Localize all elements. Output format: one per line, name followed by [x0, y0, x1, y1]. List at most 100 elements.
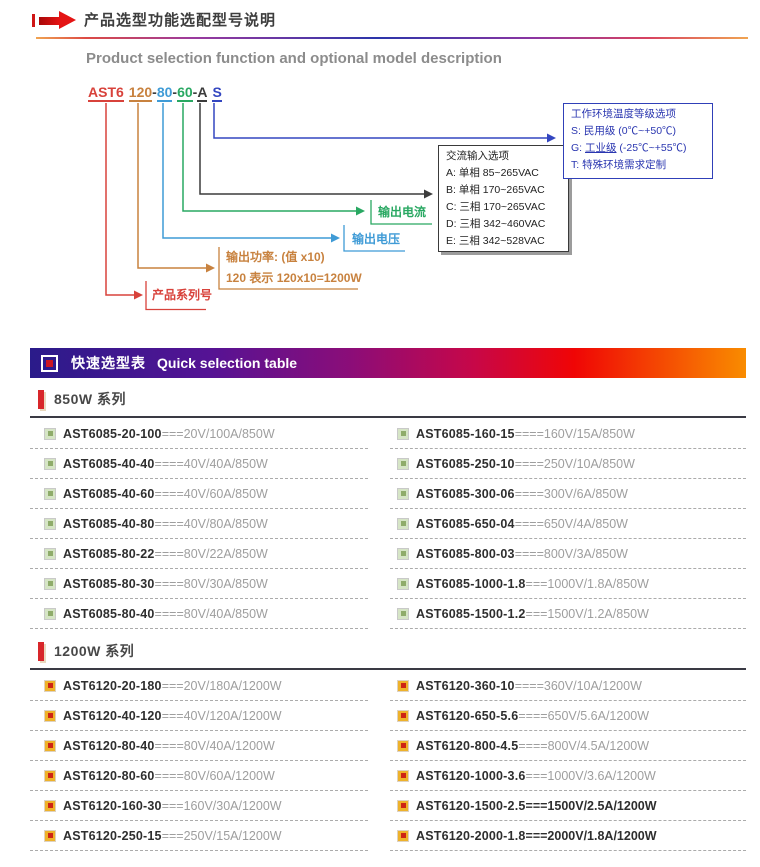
model-row: AST6085-80-40 ====80V/40A/850W [30, 599, 368, 629]
quick-selection-banner: 快速选型表 Quick selection table [30, 348, 746, 378]
model-bullet-icon [44, 769, 56, 782]
model-code: AST6120-40-120 [63, 708, 162, 723]
model-code: AST6085-40-60 [63, 486, 155, 501]
model-bullet-icon [44, 427, 56, 440]
model-segment: 120 [128, 84, 153, 103]
model-row: AST6085-1500-1.2 ===1500V/1.2A/850W [390, 599, 746, 629]
model-bullet-icon [397, 829, 409, 842]
table-850w-left-column: AST6085-20-100 ===20V/100A/850W AST6085-40… [30, 419, 368, 629]
option-line: A: 单相 85~265VAC [446, 167, 539, 179]
model-separator: - [152, 84, 157, 100]
model-bullet-icon [44, 829, 56, 842]
model-code: AST6085-300-06 [416, 486, 515, 501]
model-spec: ====80V/60A/1200W [154, 768, 275, 783]
model-code: AST6120-360-10 [416, 678, 515, 693]
ac-input-options-box: 交流输入选项 A: 单相 85~265VAC B: 单相 170~265VAC C:… [438, 145, 569, 252]
model-row: AST6120-800-4.5 ====800V/4.5A/1200W [390, 731, 746, 761]
model-spec: ===250V/15A/1200W [161, 828, 282, 843]
temperature-options-box: 工作环境温度等级选项 S: 民用级 (0℃~+50℃) G: 工业级 (-25℃~… [563, 103, 713, 179]
model-code: AST6120-2000-1.8 [416, 828, 526, 843]
model-spec: ====300V/6A/850W [514, 486, 628, 501]
model-code: AST6120-250-15 [63, 828, 162, 843]
model-bullet-icon [397, 607, 409, 620]
model-code: AST6085-160-15 [416, 426, 515, 441]
model-bullet-icon [44, 679, 56, 692]
option-line: E: 三相 342~528VAC [446, 235, 545, 247]
model-spec: ====40V/80A/850W [154, 516, 268, 531]
model-spec: ====650V/5.6A/1200W [518, 708, 650, 723]
model-spec: ===160V/30A/1200W [161, 798, 282, 813]
model-spec: ====800V/4.5A/1200W [518, 738, 650, 753]
model-spec: ====160V/15A/850W [514, 426, 635, 441]
model-code: AST6085-40-40 [63, 456, 155, 471]
model-bullet-icon [44, 517, 56, 530]
model-spec: ===1000V/3.6A/1200W [525, 768, 656, 783]
model-row: AST6120-650-5.6 ====650V/5.6A/1200W [390, 701, 746, 731]
model-code: AST6085-80-22 [63, 546, 155, 561]
model-bullet-icon [397, 547, 409, 560]
model-bullet-icon [397, 709, 409, 722]
model-bullet-icon [44, 739, 56, 752]
model-segment: 60 [177, 84, 193, 103]
model-row: AST6085-40-40 ====40V/40A/850W [30, 449, 368, 479]
model-bullet-icon [44, 709, 56, 722]
model-bullet-icon [44, 457, 56, 470]
option-line: S: 民用级 (0℃~+50℃) [571, 125, 677, 137]
model-spec: ====650V/4A/850W [514, 516, 628, 531]
model-row: AST6085-20-100 ===20V/100A/850W [30, 419, 368, 449]
model-spec: ===40V/120A/1200W [161, 708, 282, 723]
model-code: AST6120-800-4.5 [416, 738, 519, 753]
model-separator: - [192, 84, 198, 100]
model-bullet-icon [397, 769, 409, 782]
model-segment: 80 [156, 84, 173, 103]
model-bullet-icon [44, 799, 56, 812]
model-row: AST6120-1000-3.6 ===1000V/3.6A/1200W [390, 761, 746, 791]
temp-box-title: 工作环境温度等级选项 [571, 108, 676, 120]
label-output-voltage: 输出电压 [352, 232, 401, 246]
model-spec: ====250V/10A/850W [514, 456, 635, 471]
section-rule [30, 668, 746, 670]
model-row: AST6085-650-04 ====650V/4A/850W [390, 509, 746, 539]
model-spec: ===2000V/1.8A/1200W [525, 828, 657, 843]
ac-box-title: 交流输入选项 [446, 150, 509, 162]
label-output-power-2: 120 表示 120x10=1200W [226, 271, 362, 285]
model-spec: ===1500V/1.2A/850W [525, 606, 649, 621]
model-row: AST6120-2000-1.8 ===2000V/1.8A/1200W [390, 821, 746, 851]
model-bullet-icon [44, 577, 56, 590]
model-spec: ===20V/180A/1200W [161, 678, 282, 693]
section-header-850w: 850W 系列 [38, 389, 126, 409]
model-code: AST6085-80-40 [63, 606, 155, 621]
model-bullet-icon [44, 487, 56, 500]
model-bullet-icon [397, 577, 409, 590]
model-segment: S [212, 84, 222, 103]
model-separator: - [172, 84, 178, 100]
model-row: AST6120-80-60 ====80V/60A/1200W [30, 761, 368, 791]
model-code: AST6085-20-100 [63, 426, 162, 441]
model-row: AST6085-160-15 ====160V/15A/850W [390, 419, 746, 449]
option-line: C: 三相 170~265VAC [446, 201, 546, 213]
banner-title-en: Quick selection table [157, 355, 298, 371]
model-row: AST6120-80-40 ====80V/40A/1200W [30, 731, 368, 761]
model-spec: ===1500V/2.5A/1200W [525, 798, 657, 813]
table-1200w-left-column: AST6120-20-180 ===20V/180A/1200W AST6120-4… [30, 671, 368, 851]
model-code: AST6120-650-5.6 [416, 708, 519, 723]
red-bar-icon [38, 641, 44, 661]
model-row: AST6085-40-80 ====40V/80A/850W [30, 509, 368, 539]
model-row: AST6120-250-15 ===250V/15A/1200W [30, 821, 368, 851]
model-code: AST6085-800-03 [416, 546, 515, 561]
model-code: AST6120-1500-2.5 [416, 798, 526, 813]
model-row: AST6120-20-180 ===20V/180A/1200W [30, 671, 368, 701]
red-bar-icon [38, 389, 44, 409]
banner-title-cn: 快速选型表 [71, 355, 146, 371]
model-row: AST6085-250-10 ====250V/10A/850W [390, 449, 746, 479]
model-segment: AST6 [88, 84, 124, 103]
model-row: AST6085-80-22 ====80V/22A/850W [30, 539, 368, 569]
model-bullet-icon [397, 739, 409, 752]
model-spec: ===20V/100A/850W [161, 426, 275, 441]
model-row: AST6120-360-10 ====360V/10A/1200W [390, 671, 746, 701]
option-line: B: 单相 170~265VAC [446, 184, 545, 196]
model-code: AST6085-1000-1.8 [416, 576, 526, 591]
model-spec: ====80V/22A/850W [154, 546, 268, 561]
model-spec: ====40V/60A/850W [154, 486, 268, 501]
